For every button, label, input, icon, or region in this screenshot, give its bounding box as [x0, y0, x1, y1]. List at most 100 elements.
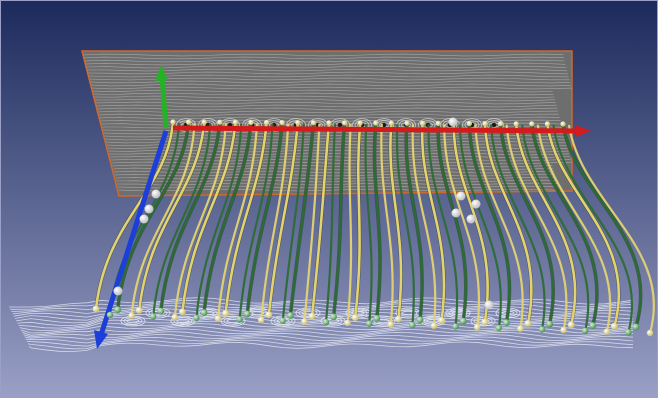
seed-sphere-bottom	[322, 319, 330, 326]
streamline-tubes	[94, 121, 656, 334]
streamline-tube	[195, 123, 243, 319]
back-streak-line	[109, 155, 571, 159]
floor-vortex-ring	[251, 310, 265, 316]
streamline-tube	[346, 123, 353, 324]
seed-sphere-top	[420, 120, 426, 126]
seed-sphere-bottom	[474, 324, 481, 331]
seed-sphere-bottom	[646, 329, 654, 337]
seed-sphere-top	[186, 119, 192, 125]
streamline-tube	[411, 124, 437, 326]
floor-streak-line	[24, 331, 634, 340]
streamline-tube	[116, 121, 190, 310]
back-streak-line	[108, 149, 569, 153]
back-streak-line	[90, 83, 572, 87]
streamline-tube	[380, 123, 394, 325]
streamline-tube	[452, 123, 489, 323]
floor-vortex-ring	[448, 309, 468, 317]
streamline-tube	[521, 124, 590, 332]
seed-sphere-bottom	[92, 305, 100, 313]
back-streak-line	[92, 89, 553, 93]
seed-sphere-bottom	[222, 309, 230, 317]
back-streak-line	[98, 113, 559, 117]
back-streak-line	[109, 152, 570, 156]
seed-sphere-bottom	[193, 314, 200, 322]
seed-sphere-bottom	[171, 314, 178, 321]
seed-sphere-bottom	[308, 312, 316, 320]
seed-sphere-bottom	[387, 321, 394, 328]
back-streak-line	[87, 71, 568, 75]
probe-sphere	[151, 189, 161, 199]
back-streak-line	[95, 101, 556, 105]
streamline-tube	[552, 124, 634, 333]
seed-sphere-bottom	[459, 317, 467, 325]
seed-sphere-top	[342, 120, 348, 126]
seed-sphere-top	[326, 120, 332, 126]
floor-vortex-ring	[126, 318, 140, 324]
back-vortex-core	[337, 122, 343, 128]
floor-streak-line	[28, 339, 634, 350]
probe-sphere	[484, 300, 494, 310]
seed-sphere-bottom	[582, 327, 589, 334]
back-vortex-core	[381, 122, 387, 128]
streamline-tube	[395, 124, 415, 326]
streamline-tube	[289, 122, 315, 316]
seed-sphere-bottom	[301, 318, 308, 325]
floor-streak-line	[22, 326, 634, 336]
z-axis	[98, 130, 169, 336]
streamline-tube	[152, 123, 212, 317]
seed-sphere-bottom	[567, 321, 575, 329]
floor-vortex-ring	[351, 310, 365, 316]
streamline-tube	[443, 124, 481, 328]
seed-sphere-top	[529, 121, 535, 127]
back-streak-line	[86, 68, 568, 72]
seed-sphere-bottom	[287, 312, 294, 319]
back-vortex-ring	[242, 118, 262, 132]
back-streak-line	[93, 92, 554, 96]
seed-sphere-bottom	[258, 316, 265, 324]
streamline-tube	[159, 122, 222, 312]
back-streak-line	[96, 104, 557, 108]
streamline-tube	[427, 124, 459, 327]
floor-vortex-ring	[170, 315, 196, 327]
probe-sphere	[451, 208, 461, 218]
seed-sphere-bottom	[503, 319, 510, 327]
back-streak-line	[98, 110, 559, 114]
probe-sphere	[113, 286, 123, 296]
seed-sphere-top	[264, 119, 270, 126]
probe-sphere	[448, 117, 458, 127]
streamline-tube	[389, 122, 403, 320]
seed-sphere-bottom	[128, 312, 135, 319]
seed-sphere-bottom	[200, 309, 208, 316]
seed-sphere-bottom	[135, 307, 143, 314]
seed-sphere-bottom	[560, 326, 567, 334]
floor-vortex-ring	[176, 318, 190, 324]
seed-sphere-bottom	[632, 323, 640, 331]
seed-sphere-bottom	[546, 320, 553, 328]
seed-spheres	[92, 117, 654, 337]
streamline-tube	[468, 123, 511, 323]
seed-sphere-bottom	[106, 311, 114, 319]
seed-sphere-top	[357, 120, 363, 126]
seed-sphere-top	[388, 120, 394, 126]
seed-sphere-bottom	[611, 322, 618, 330]
seed-sphere-bottom	[373, 315, 381, 322]
streamline-tube	[474, 124, 524, 329]
streamline-tube	[245, 122, 284, 315]
back-streak-line	[88, 74, 569, 78]
seed-sphere-bottom	[538, 326, 546, 333]
back-vortex-core	[491, 122, 497, 128]
streamline-tube	[181, 122, 237, 313]
seed-sphere-top	[513, 121, 519, 127]
seed-sphere-bottom	[517, 325, 524, 332]
back-streak-line	[89, 77, 570, 81]
seed-sphere-top	[466, 120, 472, 127]
seed-sphere-top	[482, 121, 488, 127]
seed-sphere-top	[544, 121, 551, 127]
streamline-tube	[281, 123, 305, 321]
seed-sphere-top	[498, 121, 504, 127]
seed-sphere-bottom	[416, 316, 424, 324]
seed-sphere-top	[295, 120, 301, 126]
streamline-tube	[267, 122, 300, 315]
